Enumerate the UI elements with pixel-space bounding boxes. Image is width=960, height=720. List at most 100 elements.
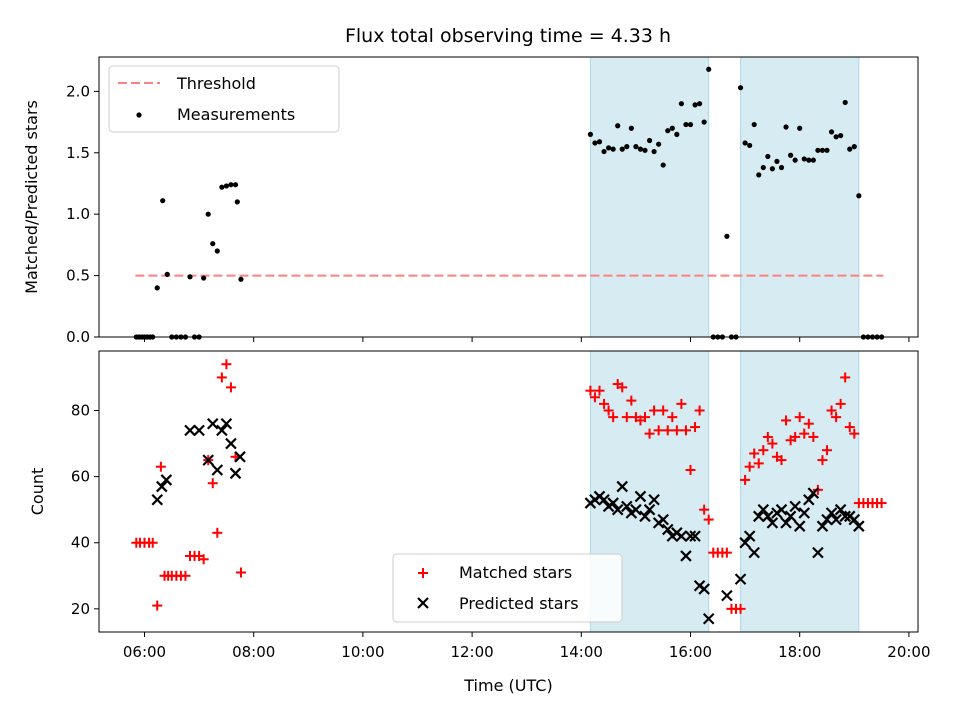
bottom-point-0-16: [198, 554, 209, 565]
bottom-point-0-73: [803, 418, 814, 429]
bottom-point-0-20: [216, 372, 227, 383]
bottom-series-matched-stars: [131, 359, 887, 614]
top-point-0-84: [847, 146, 853, 152]
top-point-0-38: [637, 146, 644, 152]
top-point-0-72: [792, 157, 798, 163]
top-point-0-85: [851, 144, 857, 150]
bottom-point-1-54: [793, 520, 806, 532]
bottom-point-1-34: [680, 550, 692, 562]
bottom-point-0-19: [212, 527, 223, 538]
bottom-point-0-47: [685, 465, 696, 476]
top-point-0-20: [214, 248, 220, 254]
top-point-0-49: [687, 121, 694, 128]
top-point-0-14: [187, 274, 193, 280]
bottom-point-1-61: [825, 507, 838, 519]
bottom-point-0-48: [690, 422, 701, 433]
bottom-point-1-4: [193, 424, 205, 437]
bottom-point-0-65: [767, 438, 778, 449]
top-point-0-67: [769, 166, 776, 172]
bottom-point-1-45: [752, 510, 765, 523]
top-point-0-83: [842, 99, 848, 106]
legend-measurements-swatch: [136, 112, 142, 118]
top-point-0-60: [737, 85, 744, 91]
bottom-legend-box: [392, 553, 623, 623]
bottom-axes-frame: [98, 350, 919, 633]
bottom-point-1-3: [184, 424, 196, 437]
bottom-point-1-55: [798, 507, 811, 519]
top-y-tick-label-0: 0.0: [66, 328, 90, 346]
bottom-point-1-64: [839, 510, 851, 523]
top-point-0-36: [628, 125, 634, 131]
top-point-0-31: [606, 145, 612, 151]
top-point-0-73: [797, 125, 803, 131]
top-point-0-27: [587, 131, 594, 137]
bottom-observing-window-2: [740, 350, 860, 633]
bottom-point-0-32: [617, 382, 628, 393]
bottom-point-0-72: [799, 428, 810, 439]
top-point-0-8: [160, 198, 166, 204]
bottom-point-0-26: [589, 392, 600, 403]
top-point-0-21: [219, 184, 225, 190]
top-y-tick-label-4: 2.0: [66, 82, 90, 100]
bottom-point-0-6: [155, 461, 166, 472]
bottom-point-1-62: [830, 513, 842, 526]
top-point-0-71: [788, 152, 794, 158]
top-chart-title: Flux total observing time = 4.33 h: [345, 25, 671, 47]
bottom-point-1-11: [229, 467, 242, 480]
bottom-point-0-70: [790, 431, 801, 442]
legend-threshold-label: Threshold: [176, 74, 256, 93]
top-point-0-19: [210, 241, 216, 247]
bottom-point-1-52: [784, 510, 797, 523]
bottom-point-0-27: [594, 385, 605, 396]
top-legend-box: [108, 65, 340, 133]
bottom-point-0-80: [835, 398, 846, 409]
bottom-point-1-44: [748, 546, 760, 559]
bottom-point-0-41: [658, 405, 669, 416]
bottom-point-0-51: [703, 514, 714, 525]
bottom-point-1-46: [757, 503, 770, 516]
top-point-0-42: [656, 141, 662, 147]
top-point-0-9: [164, 271, 170, 277]
bottom-point-0-38: [644, 428, 655, 439]
bottom-point-0-30: [608, 412, 619, 423]
bottom-point-0-34: [626, 395, 637, 406]
bottom-point-1-53: [789, 500, 801, 513]
top-y-axis-label: Matched/Predicted stars: [22, 100, 41, 294]
bottom-point-0-64: [762, 431, 773, 442]
bottom-point-0-50: [699, 504, 710, 515]
bottom-point-1-0: [151, 493, 164, 506]
top-point-0-40: [646, 137, 653, 144]
top-point-0-57: [724, 233, 730, 239]
bottom-point-0-49: [694, 405, 705, 416]
top-point-0-76: [810, 157, 816, 163]
bottom-point-0-24: [235, 567, 246, 578]
top-y-tick-label-2: 1.0: [66, 205, 90, 223]
top-legend: Threshold Measurements: [108, 65, 340, 133]
top-point-0-18: [205, 211, 211, 217]
bottom-point-0-58: [735, 603, 746, 614]
bottom-point-0-61: [749, 448, 760, 459]
top-point-0-28: [592, 140, 598, 146]
bottom-point-0-42: [662, 425, 673, 436]
x-tick-label-0: 06:00: [123, 643, 166, 661]
top-point-0-48: [683, 121, 689, 128]
bottom-point-1-42: [739, 536, 751, 549]
bottom-point-0-60: [744, 461, 755, 472]
top-point-0-43: [660, 162, 666, 168]
bottom-point-0-83: [849, 428, 860, 439]
bottom-point-1-1: [156, 480, 168, 493]
top-point-0-77: [815, 147, 821, 153]
top-point-0-44: [665, 128, 671, 134]
bottom-point-0-18: [207, 478, 218, 489]
top-point-0-46: [674, 131, 680, 137]
bottom-point-0-76: [817, 455, 828, 466]
bottom-point-1-66: [848, 513, 861, 526]
top-point-0-74: [801, 156, 807, 162]
bottom-point-0-68: [781, 415, 792, 426]
top-point-0-81: [833, 134, 839, 140]
top-point-0-45: [669, 125, 675, 131]
bottom-point-1-16: [598, 493, 610, 506]
bottom-y-tick-label-0: 20: [71, 600, 90, 618]
top-point-0-63: [751, 121, 757, 128]
